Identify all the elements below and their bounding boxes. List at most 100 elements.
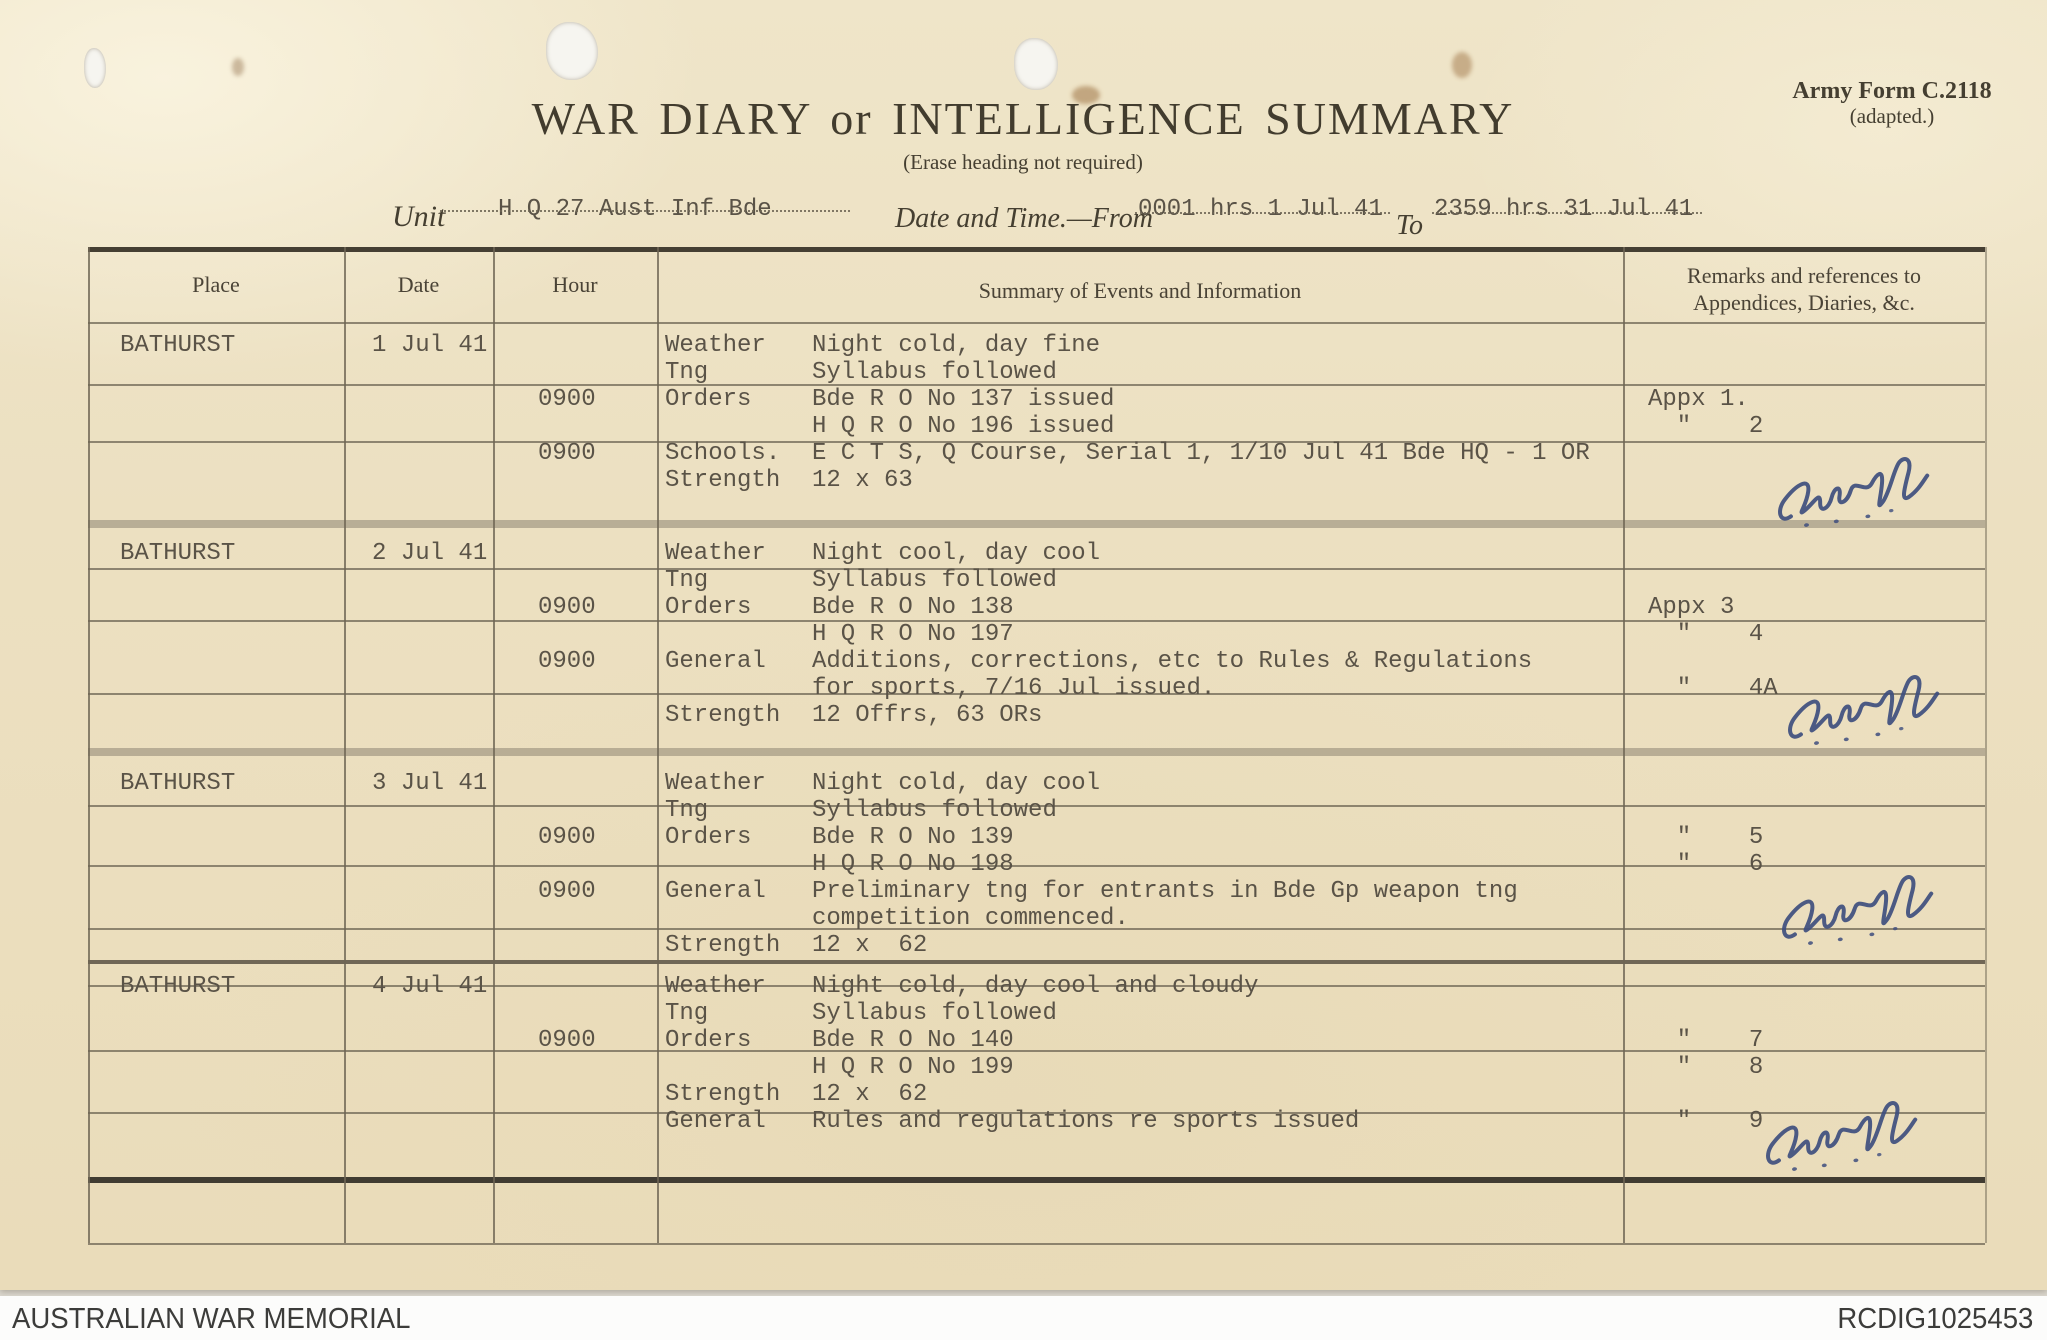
entry-hour: 0900 [538, 878, 596, 905]
torn-edge-nick [84, 48, 106, 88]
entry-hour: 0900 [538, 1027, 596, 1054]
rule-line [88, 865, 1985, 867]
entry-summary-text: 12 x 62 [812, 1081, 928, 1108]
entry-summary-text: 12 x 63 [812, 467, 913, 494]
entry-date: 3 Jul 41 [372, 770, 488, 797]
entry-summary-text: Night cool, day cool [812, 540, 1101, 567]
column-header-remarks-line2: Appendices, Diaries, &c. [1693, 290, 1915, 315]
stain [1452, 52, 1472, 78]
column-header-summary: Summary of Events and Information [978, 278, 1302, 303]
column-divider-line [1985, 247, 1987, 1243]
entry-summary-text: Bde R O No 139 [812, 824, 1014, 851]
entry-summary-label: Tng [665, 567, 709, 594]
entry-summary-text: Syllabus followed [812, 1000, 1057, 1027]
entry-remark: " 7 [1648, 1027, 1764, 1054]
unit-label: Unit [392, 200, 446, 233]
entry-place: BATHURST [120, 332, 236, 359]
entry-summary-label: Strength [665, 932, 781, 959]
entry-summary-text: for sports, 7/16 Jul issued. [812, 675, 1216, 702]
entry-remark: " 5 [1648, 824, 1764, 851]
entry-summary-label: Tng [665, 359, 709, 386]
entry-summary-text: Bde R O No 137 issued [812, 386, 1115, 413]
unit-value: H Q 27 Aust Inf Bde [498, 196, 772, 223]
entry-summary-label: Orders [665, 594, 752, 621]
entry-date: 1 Jul 41 [372, 332, 488, 359]
entry-summary-text: Night cold, day cool [812, 770, 1101, 797]
entry-summary-text: H Q R O No 196 issued [812, 413, 1115, 440]
entry-summary-text: Night cold, day fine [812, 332, 1101, 359]
entry-summary-text: Additions, corrections, etc to Rules & R… [812, 648, 1533, 675]
to-dotted-line [1432, 212, 1702, 214]
rule-line [88, 928, 1985, 930]
rule-line [88, 620, 1985, 622]
entry-remark: " 4 [1648, 621, 1764, 648]
signature-handwriting [1768, 863, 1952, 959]
entry-summary-text: Rules and regulations re sports issued [812, 1108, 1360, 1135]
entry-date: 4 Jul 41 [372, 973, 488, 1000]
rule-line [88, 568, 1985, 570]
entry-place: BATHURST [120, 540, 236, 567]
entry-summary-label: Orders [665, 386, 752, 413]
column-divider-line [657, 247, 659, 1243]
column-divider-line [493, 247, 495, 1243]
entry-summary-label: Weather [665, 540, 766, 567]
entry-hour: 0900 [538, 386, 596, 413]
paper-sheet: Army Form C.2118 (adapted.) WAR DIARY or… [0, 0, 2047, 1290]
datetime-label: Date and Time.—From [895, 203, 1153, 234]
form-number-sub: (adapted.) [1849, 104, 1935, 128]
heavy-rule-line [88, 247, 1985, 252]
datetime-from-value: 0001 hrs 1 Jul 41 [1138, 196, 1383, 223]
rule-line [88, 322, 1985, 324]
rule-line [88, 1050, 1985, 1052]
entry-remark: " 2 [1648, 413, 1764, 440]
entry-place: BATHURST [120, 973, 236, 1000]
form-title: WAR DIARY or INTELLIGENCE SUMMARY [531, 93, 1515, 144]
entry-remark: " 4A [1648, 675, 1778, 702]
entry-summary-text: 12 Offrs, 63 ORs [812, 702, 1043, 729]
entry-summary-label: Orders [665, 824, 752, 851]
rule-line [88, 985, 1985, 987]
entry-summary-label: General [665, 648, 766, 675]
entry-summary-text: Bde R O No 140 [812, 1027, 1014, 1054]
entry-summary-text: 12 x 62 [812, 932, 928, 959]
stain [1072, 86, 1100, 104]
entry-summary-label: Schools. [665, 440, 781, 467]
form-number: Army Form C.2118 [1792, 78, 1992, 104]
entry-summary-label: Strength [665, 467, 781, 494]
entry-remark: Appx 3 [1648, 594, 1735, 621]
entry-summary-text: Preliminary tng for entrants in Bde Gp w… [812, 878, 1518, 905]
from-dotted-line [1135, 212, 1390, 214]
footer-record-id: RCDIG1025453 [1836, 1303, 2033, 1335]
column-header-place: Place [192, 272, 240, 297]
column-divider-line [88, 247, 90, 1243]
entry-place: BATHURST [120, 770, 236, 797]
entry-summary-label: Weather [665, 770, 766, 797]
heavy-rule-line [88, 960, 1985, 964]
entry-summary-text: H Q R O No 197 [812, 621, 1014, 648]
entry-summary-label: Weather [665, 973, 766, 1000]
entry-summary-label: General [665, 1108, 766, 1135]
to-label: To [1396, 210, 1424, 241]
entry-remark: " 6 [1648, 851, 1764, 878]
column-divider-line [344, 247, 346, 1243]
entry-summary-text: Bde R O No 138 [812, 594, 1014, 621]
entry-summary-text: H Q R O No 198 [812, 851, 1014, 878]
form-subtitle: (Erase heading not required) [903, 150, 1143, 174]
entry-date: 2 Jul 41 [372, 540, 488, 567]
viewer-footer-bar: AUSTRALIAN WAR MEMORIAL RCDIG1025453 [0, 1296, 2047, 1340]
entry-summary-label: Strength [665, 702, 781, 729]
entry-summary-text: Syllabus followed [812, 797, 1057, 824]
signature-handwriting [1774, 663, 1958, 759]
entry-summary-label: Tng [665, 1000, 709, 1027]
entry-summary-label: Strength [665, 1081, 781, 1108]
unit-dotted-line [440, 210, 850, 212]
column-divider-line [1623, 247, 1625, 1243]
rule-line [88, 1243, 1985, 1245]
entry-hour: 0900 [538, 824, 596, 851]
footer-source-label: AUSTRALIAN WAR MEMORIAL [12, 1303, 411, 1335]
heavy-rule-line [88, 1177, 1985, 1183]
entry-summary-label: Tng [665, 797, 709, 824]
torn-hole [1014, 38, 1058, 90]
entry-hour: 0900 [538, 440, 596, 467]
